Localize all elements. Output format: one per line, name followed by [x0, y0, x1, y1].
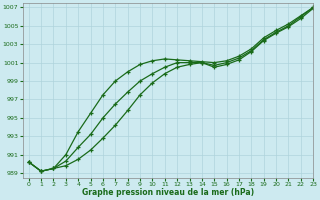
- X-axis label: Graphe pression niveau de la mer (hPa): Graphe pression niveau de la mer (hPa): [82, 188, 254, 197]
